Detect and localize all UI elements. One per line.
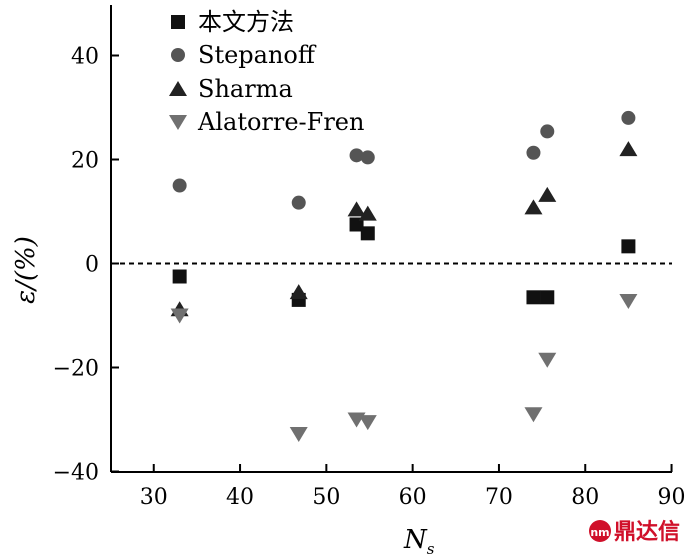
data-marks bbox=[170, 110, 638, 443]
svg-text:nm: nm bbox=[590, 526, 609, 539]
legend-label: Stepanoff bbox=[198, 41, 317, 69]
data-point bbox=[349, 148, 364, 163]
axis-labels: ε/(%) Ns bbox=[11, 236, 435, 557]
x-tick-label: 80 bbox=[571, 485, 599, 510]
data-point bbox=[358, 415, 377, 431]
legend-item: Alatorre-Fren bbox=[169, 108, 364, 136]
data-point bbox=[619, 141, 638, 157]
legend-marker bbox=[171, 48, 185, 62]
legend-item: Sharma bbox=[169, 75, 293, 103]
data-point bbox=[621, 239, 636, 254]
data-point bbox=[524, 199, 543, 215]
legend-marker bbox=[169, 115, 187, 130]
data-point bbox=[289, 284, 308, 300]
ticks: 30 40 50 60 70 80 90 −40 −20 0 20 40 bbox=[53, 45, 686, 511]
x-tick-label: 50 bbox=[312, 485, 340, 510]
x-tick-label: 90 bbox=[658, 485, 686, 510]
legend-marker bbox=[169, 81, 187, 96]
data-point bbox=[540, 124, 555, 139]
data-point bbox=[619, 293, 638, 309]
x-axis-label: Ns bbox=[403, 525, 435, 557]
legend-label: Sharma bbox=[198, 75, 293, 103]
series-0 bbox=[172, 217, 636, 307]
series-3 bbox=[170, 293, 638, 443]
series-2 bbox=[170, 141, 638, 317]
data-point bbox=[172, 178, 187, 193]
data-point bbox=[172, 269, 187, 284]
x-axis-label-subscript: s bbox=[427, 540, 435, 557]
x-tick-label: 60 bbox=[399, 485, 427, 510]
data-point bbox=[358, 205, 377, 221]
watermark: nm 鼎达信 bbox=[589, 519, 680, 545]
legend-item: Stepanoff bbox=[171, 41, 317, 69]
data-point bbox=[360, 226, 375, 241]
data-point bbox=[538, 352, 557, 368]
data-point bbox=[360, 150, 375, 165]
x-axis-label-main: N bbox=[403, 525, 428, 555]
data-point bbox=[538, 186, 557, 202]
dingda-logo-icon: nm bbox=[589, 520, 611, 542]
legend-item: 本文方法 bbox=[171, 8, 294, 36]
data-point bbox=[526, 290, 541, 305]
legend-label: 本文方法 bbox=[198, 8, 294, 36]
data-point bbox=[291, 195, 306, 210]
watermark-text: 鼎达信 bbox=[614, 519, 680, 545]
legend-marker bbox=[171, 15, 185, 29]
y-tick-label: −20 bbox=[53, 357, 99, 382]
data-point bbox=[170, 308, 189, 324]
x-tick-label: 70 bbox=[485, 485, 513, 510]
data-point bbox=[347, 201, 366, 217]
data-point bbox=[289, 427, 308, 443]
y-tick-label: 40 bbox=[71, 45, 99, 70]
y-tick-label: 0 bbox=[85, 253, 99, 278]
data-point bbox=[540, 290, 555, 305]
data-point bbox=[621, 110, 636, 125]
y-axis-label: ε/(%) bbox=[11, 236, 41, 304]
legend: 本文方法 Stepanoff Sharma Alatorre-Fren bbox=[169, 8, 364, 136]
series-1 bbox=[172, 110, 636, 210]
axes bbox=[110, 5, 672, 473]
y-tick-label: 20 bbox=[71, 149, 99, 174]
y-tick-label: −40 bbox=[53, 461, 99, 486]
data-point bbox=[349, 217, 364, 232]
x-tick-label: 40 bbox=[226, 485, 254, 510]
data-point bbox=[524, 407, 543, 423]
data-point bbox=[526, 145, 541, 160]
x-tick-label: 30 bbox=[140, 485, 168, 510]
legend-label: Alatorre-Fren bbox=[197, 108, 364, 136]
